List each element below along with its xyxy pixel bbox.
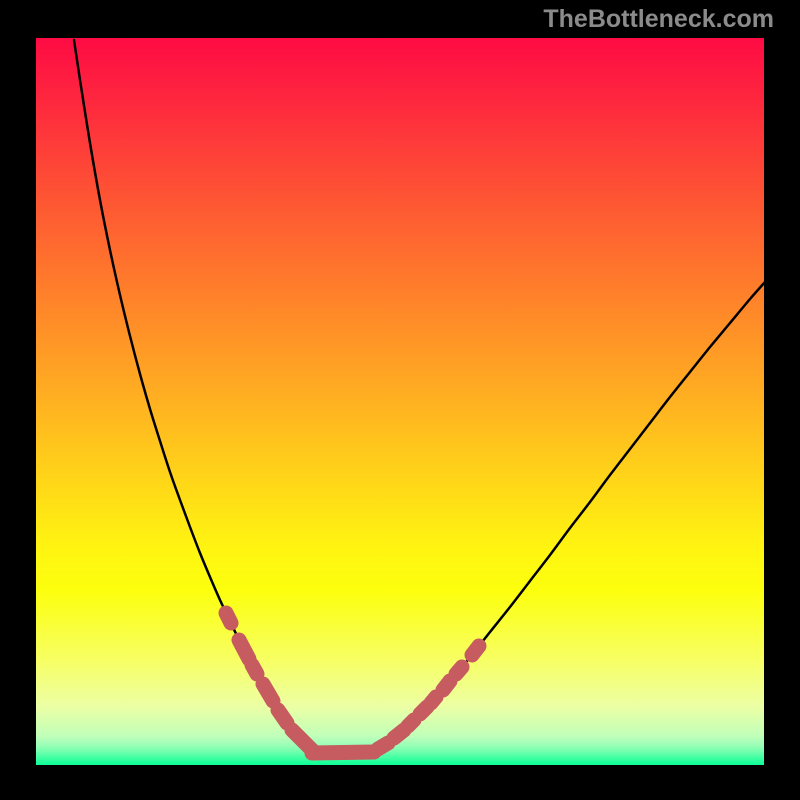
marker-right-7 bbox=[456, 667, 462, 674]
marker-right-1 bbox=[378, 743, 388, 749]
marker-left-4 bbox=[278, 710, 287, 723]
chart-svg bbox=[0, 0, 800, 800]
watermark-text: TheBottleneck.com bbox=[543, 5, 774, 34]
curve-right bbox=[348, 282, 765, 756]
marker-left-2 bbox=[252, 665, 257, 674]
marker-right-5 bbox=[431, 697, 436, 703]
marker-right-2 bbox=[394, 730, 404, 738]
marker-right-0 bbox=[312, 752, 374, 753]
marker-right-8 bbox=[472, 646, 479, 655]
marker-right-6 bbox=[443, 681, 450, 690]
marker-left-0 bbox=[226, 613, 231, 623]
marker-left-1 bbox=[239, 640, 249, 659]
curve-left bbox=[74, 40, 348, 756]
marker-left-3 bbox=[263, 684, 273, 701]
marker-right-3 bbox=[408, 720, 414, 726]
